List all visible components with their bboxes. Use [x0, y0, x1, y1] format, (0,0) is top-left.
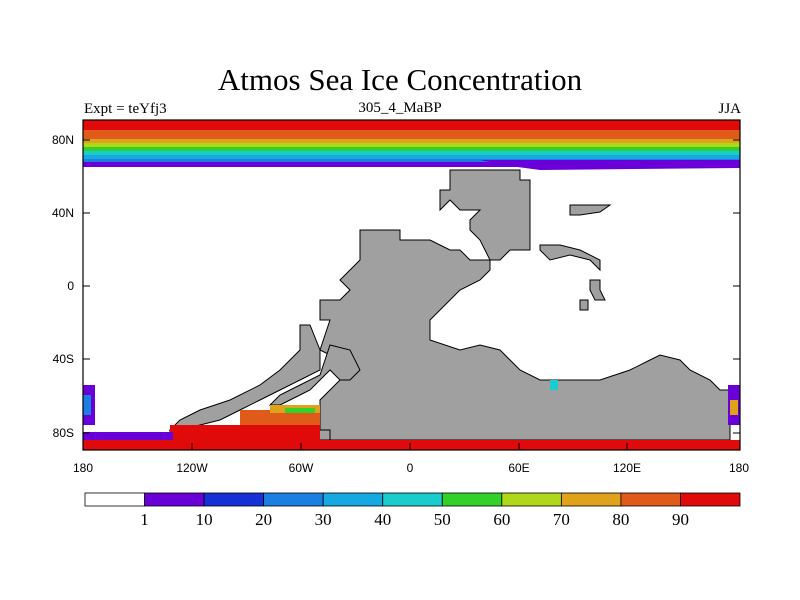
land-north [439, 169, 531, 261]
y-tick-label-40s: 40S [52, 352, 74, 366]
ice-band-40 [83, 151, 740, 155]
land-west-tip [268, 344, 361, 406]
ice-west-pocket-inner [83, 395, 91, 415]
experiment-label: Expt = teYfj3 [84, 101, 167, 117]
colorbar-label-80: 80 [612, 510, 630, 529]
ice-band-10 [83, 162, 740, 167]
ice-band-50 [83, 147, 740, 151]
colorbar-label-90: 90 [671, 510, 689, 529]
colorbar-swatch-7 [501, 492, 562, 507]
x-tick-label-120e: 120E [612, 461, 642, 475]
colorbar-swatch-3 [263, 492, 324, 507]
colorbar-swatch-6 [441, 492, 503, 507]
ice-east-pocket-inner [730, 400, 738, 415]
land-island-small [579, 299, 589, 311]
y-tick-label-80n: 80N [51, 133, 74, 147]
land-island-ne [569, 204, 612, 216]
ice-band-30 [83, 155, 740, 159]
ice-south-inner [240, 410, 320, 425]
colorbar-label-70: 70 [552, 510, 570, 529]
colorbar-swatch-5 [382, 492, 443, 507]
x-ticks [82, 443, 741, 450]
colorbar-swatch-0 [84, 492, 145, 507]
y-tick-label-40n: 40N [51, 206, 74, 220]
colorbar-swatch-4 [322, 492, 384, 507]
ice-teal-spot [550, 380, 558, 390]
ice-south-green [285, 408, 315, 413]
colorbar-label-30: 30 [314, 510, 332, 529]
season-label: JJA [718, 101, 741, 117]
x-tick-label-60e: 60E [508, 461, 530, 475]
plot-frame [82, 119, 741, 451]
antarctic-ice [83, 380, 740, 450]
y-tick-label-0: 0 [67, 279, 74, 293]
ice-south-blue [83, 432, 173, 440]
ice-band-20 [83, 159, 740, 162]
x-tick-label-180e: 180 [728, 461, 750, 475]
colorbar-label-20: 20 [255, 510, 273, 529]
y-ticks [83, 139, 740, 434]
colorbar-label-50: 50 [433, 510, 451, 529]
colorbar-label-1: 1 [140, 510, 149, 529]
colorbar-swatch-2 [203, 492, 265, 507]
x-tick-label-180w: 180 [72, 461, 94, 475]
x-tick-label-60w: 60W [288, 461, 314, 475]
colorbar-label-40: 40 [374, 510, 392, 529]
colorbar-swatch-10 [680, 492, 741, 507]
land-central [319, 229, 731, 441]
colorbar-swatch-9 [620, 492, 681, 507]
colorbar-label-60: 60 [493, 510, 511, 529]
ice-south-80 [170, 425, 320, 440]
x-tick-label-0: 0 [406, 461, 414, 475]
colorbar [84, 492, 741, 507]
colorbar-swatch-8 [560, 492, 622, 507]
land-east-arm [539, 244, 601, 272]
ice-band-90 [83, 120, 740, 130]
continents [168, 169, 731, 441]
ice-band-70 [83, 139, 740, 143]
plot-title: Atmos Sea Ice Concentration [217, 62, 583, 97]
colorbar-label-10: 10 [195, 510, 213, 529]
ice-tongue [480, 160, 740, 170]
ice-band-60 [83, 143, 740, 147]
ice-south-90 [83, 440, 740, 450]
land-island-e [589, 279, 606, 301]
arctic-ice-band [83, 120, 740, 170]
colorbar-swatch-1 [144, 492, 205, 507]
ice-band-80 [83, 130, 740, 139]
y-tick-label-80s: 80S [52, 426, 74, 440]
x-tick-label-120w: 120W [176, 461, 208, 475]
period-label: 305_4_MaBP [358, 100, 442, 116]
